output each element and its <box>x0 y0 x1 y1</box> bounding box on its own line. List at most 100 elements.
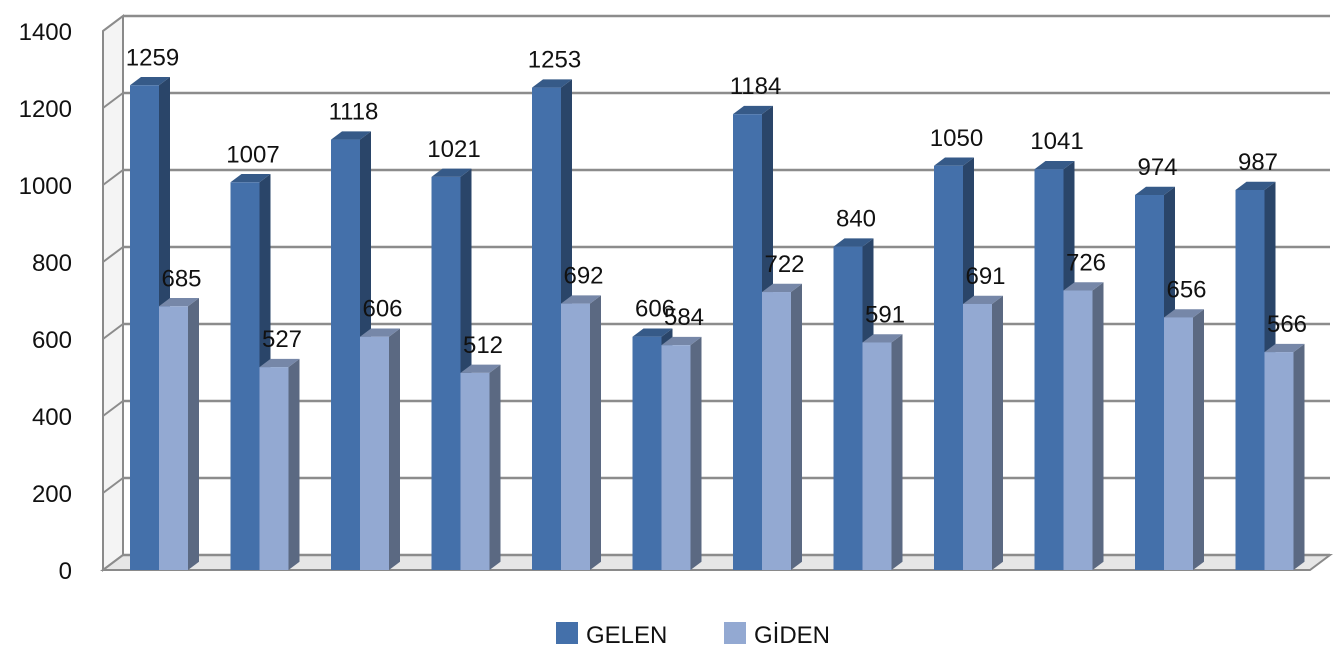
legend-swatch-0 <box>556 622 578 644</box>
gridline-depth <box>102 92 124 109</box>
bar-top <box>1135 186 1175 196</box>
bar-top <box>1063 282 1104 291</box>
gridline-depth <box>102 400 124 417</box>
data-label: 1184 <box>730 73 782 100</box>
bar-top <box>1034 160 1075 170</box>
bars <box>130 77 1305 571</box>
bar-gelen <box>1034 169 1064 570</box>
bar-top <box>1164 309 1204 318</box>
bar-gi̇den <box>963 303 992 570</box>
bar-top <box>259 358 300 368</box>
bar-side <box>791 283 802 570</box>
data-label: 512 <box>463 332 503 359</box>
bar-side <box>590 295 601 570</box>
bar-side <box>992 295 1003 570</box>
bar-top <box>431 168 472 177</box>
bar-gelen <box>733 114 762 570</box>
data-label: 1259 <box>126 44 179 71</box>
bar-top <box>460 364 501 373</box>
bar-top <box>331 131 371 140</box>
bar-top <box>360 328 400 337</box>
bar-top <box>862 334 903 343</box>
bar-gi̇den <box>1164 317 1193 570</box>
bar-top <box>230 174 271 183</box>
data-label: 840 <box>836 206 876 233</box>
bar-gi̇den <box>661 345 691 570</box>
bar-side <box>288 358 300 570</box>
bar-gi̇den <box>460 372 490 570</box>
bar-gelen <box>532 87 561 570</box>
bar-top <box>934 157 974 166</box>
data-label: 1041 <box>1030 128 1083 155</box>
bar-gi̇den <box>1063 290 1093 570</box>
bar-gi̇den <box>159 306 188 570</box>
data-label: 1118 <box>329 99 379 126</box>
bar-top <box>532 79 572 88</box>
data-label: 606 <box>635 296 675 323</box>
gridline-depth <box>102 246 124 263</box>
y-tick-label: 0 <box>59 558 72 585</box>
bar-gelen <box>230 182 260 570</box>
bar-gi̇den <box>1264 352 1294 570</box>
bar-gelen <box>934 165 963 570</box>
bar-top <box>159 298 199 307</box>
data-label: 527 <box>262 326 302 353</box>
bar-top <box>762 283 802 293</box>
data-label: 591 <box>865 301 905 328</box>
grid-lines <box>102 14 1330 571</box>
bar-gi̇den <box>360 336 389 570</box>
legend-label: GELEN <box>586 622 667 649</box>
y-tick-label: 1000 <box>19 173 72 200</box>
y-tick-label: 800 <box>32 250 72 277</box>
gridline-depth <box>102 477 124 494</box>
data-label: 566 <box>1267 311 1307 338</box>
bar-top <box>733 105 773 115</box>
data-label: 692 <box>563 263 603 290</box>
y-tick-label: 200 <box>32 481 72 508</box>
bar-top <box>1264 343 1305 353</box>
bar-gi̇den <box>762 292 791 570</box>
bar-gelen <box>130 85 159 570</box>
data-label: 685 <box>161 265 201 292</box>
data-label: 691 <box>965 263 1005 290</box>
bar-top <box>1235 181 1276 191</box>
bar-gelen <box>1235 190 1265 570</box>
bar-gelen <box>431 176 461 571</box>
bar-gi̇den <box>561 303 590 570</box>
bar-top <box>661 336 702 346</box>
data-label: 726 <box>1066 249 1106 276</box>
bar-top <box>561 295 601 304</box>
bar-side <box>690 336 702 570</box>
data-label: 584 <box>664 304 704 331</box>
gridline-depth <box>102 323 124 340</box>
bar-gelen <box>833 246 863 570</box>
legend-label: GİDEN <box>754 622 830 649</box>
side-wall <box>102 14 124 572</box>
bar-top <box>632 328 673 337</box>
legend: GELEN GİDEN <box>556 622 830 649</box>
bar-gelen <box>1135 195 1164 570</box>
gridline-depth <box>102 554 124 571</box>
legend-swatch-1 <box>724 622 746 644</box>
bar-top <box>130 77 170 86</box>
bar-side <box>1193 309 1204 570</box>
gridline-depth <box>102 169 124 186</box>
data-label: 1050 <box>930 125 983 152</box>
data-label: 656 <box>1166 276 1206 303</box>
data-label: 974 <box>1137 154 1177 181</box>
data-label: 1253 <box>528 47 581 74</box>
bar-gi̇den <box>862 342 892 570</box>
y-axis: 0 200 400 600 800 1000 1200 1400 <box>19 19 72 585</box>
y-tick-label: 600 <box>32 327 72 354</box>
y-tick-label: 1200 <box>19 96 72 123</box>
bar-gelen <box>632 336 662 570</box>
bar-top <box>833 238 874 247</box>
bar-side <box>389 328 400 570</box>
data-labels: 1259 1007 1118 1021 1253 606 1184 840 1050 1041 97… <box>126 44 1307 359</box>
data-label: 987 <box>1238 149 1278 176</box>
bar-gi̇den <box>259 367 289 570</box>
y-tick-label: 400 <box>32 404 72 431</box>
data-label: 1007 <box>226 141 279 168</box>
data-label: 722 <box>764 251 804 278</box>
